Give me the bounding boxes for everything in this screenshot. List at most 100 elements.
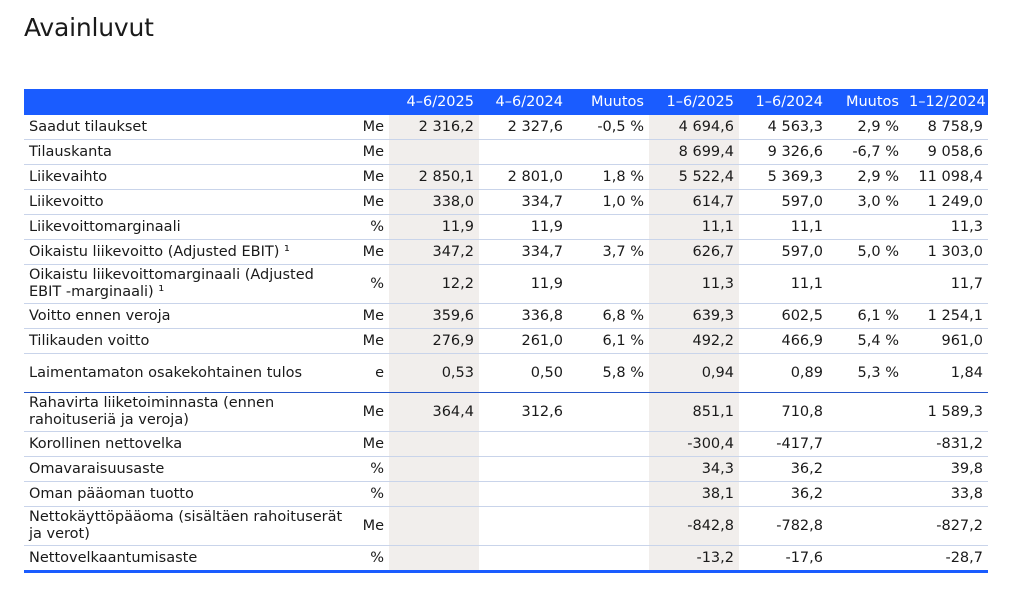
header-h1-2024: 1–6/2024 xyxy=(739,89,828,115)
row-value xyxy=(479,431,568,457)
row-value: -13,2 xyxy=(649,545,739,573)
row-value: 11,9 xyxy=(479,214,568,240)
row-value: 1 249,0 xyxy=(904,189,988,215)
row-value: -782,8 xyxy=(739,506,828,546)
row-value: 3,7 % xyxy=(568,239,649,265)
row-value: 11 098,4 xyxy=(904,164,988,190)
row-value: 34,3 xyxy=(649,456,739,482)
row-unit: % xyxy=(355,456,389,482)
row-unit: Me xyxy=(355,506,389,546)
row-value: 2,9 % xyxy=(828,164,904,190)
row-value: 5,3 % xyxy=(828,353,904,393)
row-value xyxy=(479,506,568,546)
row-value: 602,5 xyxy=(739,303,828,329)
row-value: -6,7 % xyxy=(828,139,904,165)
row-value: 4 694,6 xyxy=(649,115,739,140)
row-value xyxy=(389,506,479,546)
row-value: 1 589,3 xyxy=(904,392,988,432)
table-row: Liikevaihto Me 2 850,1 2 801,0 1,8 % 5 522,4 5… xyxy=(24,164,988,190)
row-value xyxy=(568,139,649,165)
row-value: 5 369,3 xyxy=(739,164,828,190)
row-value: -827,2 xyxy=(904,506,988,546)
row-value: 0,89 xyxy=(739,353,828,393)
row-value: 2 316,2 xyxy=(389,115,479,140)
table-row: Tilauskanta Me 8 699,4 9 326,6 -6,7 % 9 058,6 xyxy=(24,139,988,165)
row-unit: Me xyxy=(355,189,389,215)
row-value: 5,8 % xyxy=(568,353,649,393)
row-unit: Me xyxy=(355,139,389,165)
table-row: Saadut tilaukset Me 2 316,2 2 327,6 -0,5 % 4 … xyxy=(24,115,988,140)
row-label: Oikaistu liikevoittomarginaali (Adjusted… xyxy=(24,264,355,304)
row-value: 1,8 % xyxy=(568,164,649,190)
row-value: 6,1 % xyxy=(568,328,649,354)
row-label: Oikaistu liikevoitto (Adjusted EBIT) ¹ xyxy=(24,239,355,265)
row-unit: % xyxy=(355,264,389,304)
row-value xyxy=(389,481,479,507)
row-label: Liikevaihto xyxy=(24,164,355,190)
header-quarter-change: Muutos xyxy=(568,89,649,115)
row-value xyxy=(479,456,568,482)
row-value xyxy=(568,214,649,240)
row-value: 2 801,0 xyxy=(479,164,568,190)
row-value: 1 254,1 xyxy=(904,303,988,329)
table-row: Laimentamaton osakekohtainen tulos e 0,53 0… xyxy=(24,353,988,393)
row-value xyxy=(389,456,479,482)
row-label: Tilikauden voitto xyxy=(24,328,355,354)
row-unit: Me xyxy=(355,303,389,329)
header-label xyxy=(24,89,355,115)
row-value: 5,4 % xyxy=(828,328,904,354)
row-value: 11,1 xyxy=(649,214,739,240)
row-label: Tilauskanta xyxy=(24,139,355,165)
row-value: 38,1 xyxy=(649,481,739,507)
row-value xyxy=(568,392,649,432)
row-value: 261,0 xyxy=(479,328,568,354)
row-value: 466,9 xyxy=(739,328,828,354)
row-value: 11,9 xyxy=(389,214,479,240)
row-value: -300,4 xyxy=(649,431,739,457)
row-value xyxy=(828,545,904,573)
table-row: Omavaraisuusaste% 34,3 36,2 39,8 xyxy=(24,456,988,482)
header-q2-2025: 4–6/2025 xyxy=(389,89,479,115)
row-value: 597,0 xyxy=(739,239,828,265)
row-value: 12,2 xyxy=(389,264,479,304)
row-value: 614,7 xyxy=(649,189,739,215)
row-value: 8 758,9 xyxy=(904,115,988,140)
row-label: Oman pääoman tuotto xyxy=(24,481,355,507)
header-q2-2024: 4–6/2024 xyxy=(479,89,568,115)
row-value: 11,3 xyxy=(649,264,739,304)
row-value: 9 058,6 xyxy=(904,139,988,165)
row-value: 3,0 % xyxy=(828,189,904,215)
row-label: Omavaraisuusaste xyxy=(24,456,355,482)
row-value: 364,4 xyxy=(389,392,479,432)
row-value: 1 303,0 xyxy=(904,239,988,265)
header-fy-2024: 1–12/2024 xyxy=(904,89,988,115)
row-value: 1,0 % xyxy=(568,189,649,215)
table-row: Tilikauden voitto Me 276,9 261,0 6,1 % 492,2 4… xyxy=(24,328,988,354)
row-value: 851,1 xyxy=(649,392,739,432)
row-value xyxy=(568,545,649,573)
row-value xyxy=(828,264,904,304)
row-label: Nettokäyttöpääoma (sisältäen rahoituserä… xyxy=(24,506,355,546)
row-value: 338,0 xyxy=(389,189,479,215)
row-value: 5,0 % xyxy=(828,239,904,265)
row-value xyxy=(389,139,479,165)
row-value: 6,8 % xyxy=(568,303,649,329)
row-label: Liikevoitto xyxy=(24,189,355,215)
table-row: Liikevoitto Me 338,0 334,7 1,0 % 614,7 597,0 3,… xyxy=(24,189,988,215)
row-value xyxy=(568,506,649,546)
row-unit: Me xyxy=(355,164,389,190)
row-value xyxy=(828,392,904,432)
row-value: 639,3 xyxy=(649,303,739,329)
row-value xyxy=(828,214,904,240)
row-value: 11,9 xyxy=(479,264,568,304)
row-value: 4 563,3 xyxy=(739,115,828,140)
row-value: 1,84 xyxy=(904,353,988,393)
row-label: Liikevoittomarginaali xyxy=(24,214,355,240)
row-value: 0,94 xyxy=(649,353,739,393)
header-unit xyxy=(355,89,389,115)
row-value: 626,7 xyxy=(649,239,739,265)
table-row: Liikevoittomarginaali% 11,9 11,9 11,1 11,1 11… xyxy=(24,214,988,240)
row-value: -17,6 xyxy=(739,545,828,573)
row-value: 312,6 xyxy=(479,392,568,432)
row-unit: e xyxy=(355,353,389,393)
